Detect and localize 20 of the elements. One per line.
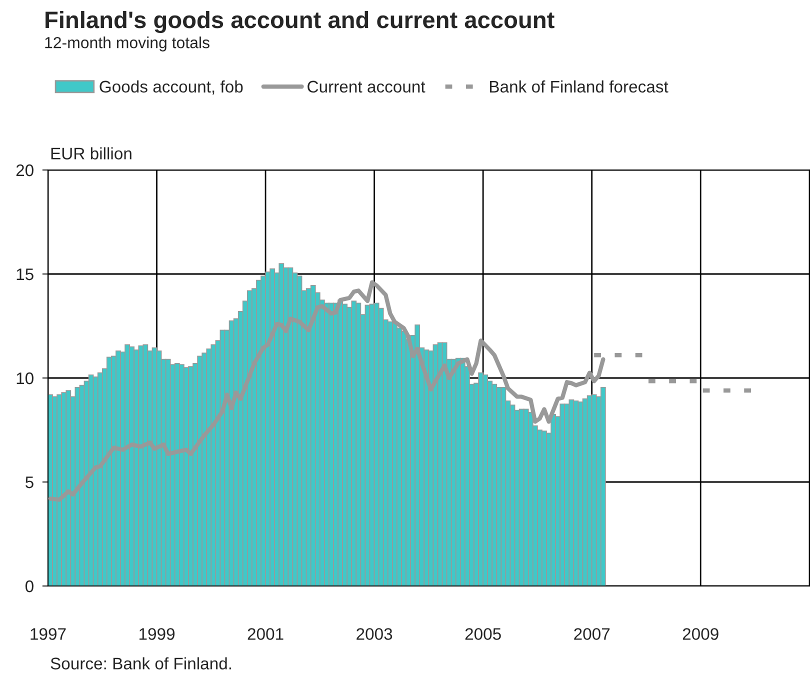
bar xyxy=(600,386,606,586)
x-tick-label: 2005 xyxy=(465,628,501,640)
legend-label: Goods account, fob xyxy=(100,80,243,95)
x-tick-label: 1997 xyxy=(30,628,66,640)
x-tick-label: 2001 xyxy=(248,628,284,640)
y-tick-label: 0 xyxy=(25,580,34,592)
x-tick-label: 1999 xyxy=(140,628,175,640)
x-tick-label: 2009 xyxy=(682,628,718,640)
x-tick-label: 2007 xyxy=(574,628,610,640)
legend-label: Bank of Finland forecast xyxy=(490,80,668,93)
y-tick-label: 15 xyxy=(16,268,34,280)
y-tick-label: 20 xyxy=(16,164,34,176)
y-tick-label: 10 xyxy=(16,372,34,384)
chart-subtitle: 12-month moving totals xyxy=(45,36,210,52)
y-axis-title: EUR billion xyxy=(51,147,132,160)
x-tick-label: 2003 xyxy=(356,628,392,640)
source-note: Source: Bank of Finland. xyxy=(50,657,231,670)
y-tick-label: 5 xyxy=(26,476,34,488)
chart-title: Finland's goods account and current account xyxy=(46,10,554,34)
legend-label: Current account xyxy=(308,80,426,93)
